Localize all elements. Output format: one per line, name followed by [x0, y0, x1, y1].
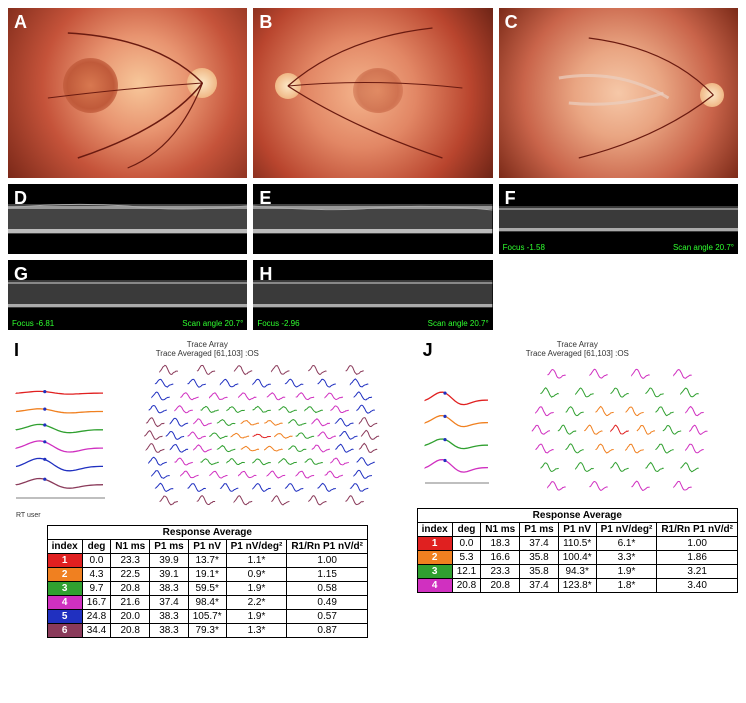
oct-f-focus: Focus -1.58	[503, 243, 545, 252]
oct-f-scan: Scan angle 20.7°	[673, 243, 734, 252]
panel-b: B	[253, 8, 492, 178]
fundus-b-image	[253, 8, 492, 178]
fundus-row: A B C	[8, 8, 738, 178]
panel-a-label: A	[14, 12, 27, 33]
oct-row-1: D E F Fo	[8, 184, 738, 254]
oct-g-focus: Focus -6.81	[12, 319, 54, 328]
panel-d-label: D	[14, 188, 27, 209]
oct-g-scan: Scan angle 20.7°	[182, 319, 243, 328]
oct-d-image	[8, 184, 247, 254]
panel-e-label: E	[259, 188, 271, 209]
panel-h: H Focus -2.96 Scan angle 20.7°	[253, 260, 492, 330]
panel-j: J Trace Array Trace Averaged [61,103] :O…	[417, 336, 738, 638]
panel-j-label: J	[423, 340, 433, 361]
panel-d: D	[8, 184, 247, 254]
panel-b-label: B	[259, 12, 272, 33]
mferg-row: I Trace Array Trace Averaged [61,103] :O…	[8, 336, 738, 638]
oct-h-image: Focus -2.96 Scan angle 20.7°	[253, 260, 492, 330]
panel-i-label: I	[14, 340, 19, 361]
response-table-i: Response AverageindexdegN1 msP1 msP1 nVP…	[47, 525, 368, 638]
panel-e: E	[253, 184, 492, 254]
panel-h-label: H	[259, 264, 272, 285]
oct-row-2: G Focus -6.81 Scan angle 20.7° H Focus -…	[8, 260, 738, 330]
panel-c: C	[499, 8, 738, 178]
mferg-i-title-1: Trace Array	[8, 340, 407, 349]
panel-a: A	[8, 8, 247, 178]
mferg-j-title-1: Trace Array	[417, 340, 738, 349]
ring-traces-j	[417, 377, 497, 487]
panel-g: G Focus -6.81 Scan angle 20.7°	[8, 260, 247, 330]
oct-f-image: Focus -1.58 Scan angle 20.7°	[499, 184, 738, 254]
ring-traces-i	[8, 372, 113, 502]
mferg-i-title-2: Trace Averaged [61,103] :OS	[8, 349, 407, 358]
panel-c-label: C	[505, 12, 518, 33]
oct-e-image	[253, 184, 492, 254]
oct-h-focus: Focus -2.96	[257, 319, 299, 328]
oct-g-image: Focus -6.81 Scan angle 20.7°	[8, 260, 247, 330]
hex-array-j	[501, 362, 738, 502]
panel-f-label: F	[505, 188, 516, 209]
panel-f: F Focus -1.58 Scan angle 20.7°	[499, 184, 738, 254]
fundus-a-image	[8, 8, 247, 178]
rt-footer-i: RT user	[16, 512, 407, 519]
panel-g-label: G	[14, 264, 28, 285]
mferg-j-title-2: Trace Averaged [61,103] :OS	[417, 349, 738, 358]
fundus-c-image	[499, 8, 738, 178]
panel-i: I Trace Array Trace Averaged [61,103] :O…	[8, 336, 407, 638]
oct-h-scan: Scan angle 20.7°	[428, 319, 489, 328]
response-table-j: Response AverageindexdegN1 msP1 msP1 nVP…	[417, 508, 738, 593]
hex-array-i	[117, 362, 407, 512]
